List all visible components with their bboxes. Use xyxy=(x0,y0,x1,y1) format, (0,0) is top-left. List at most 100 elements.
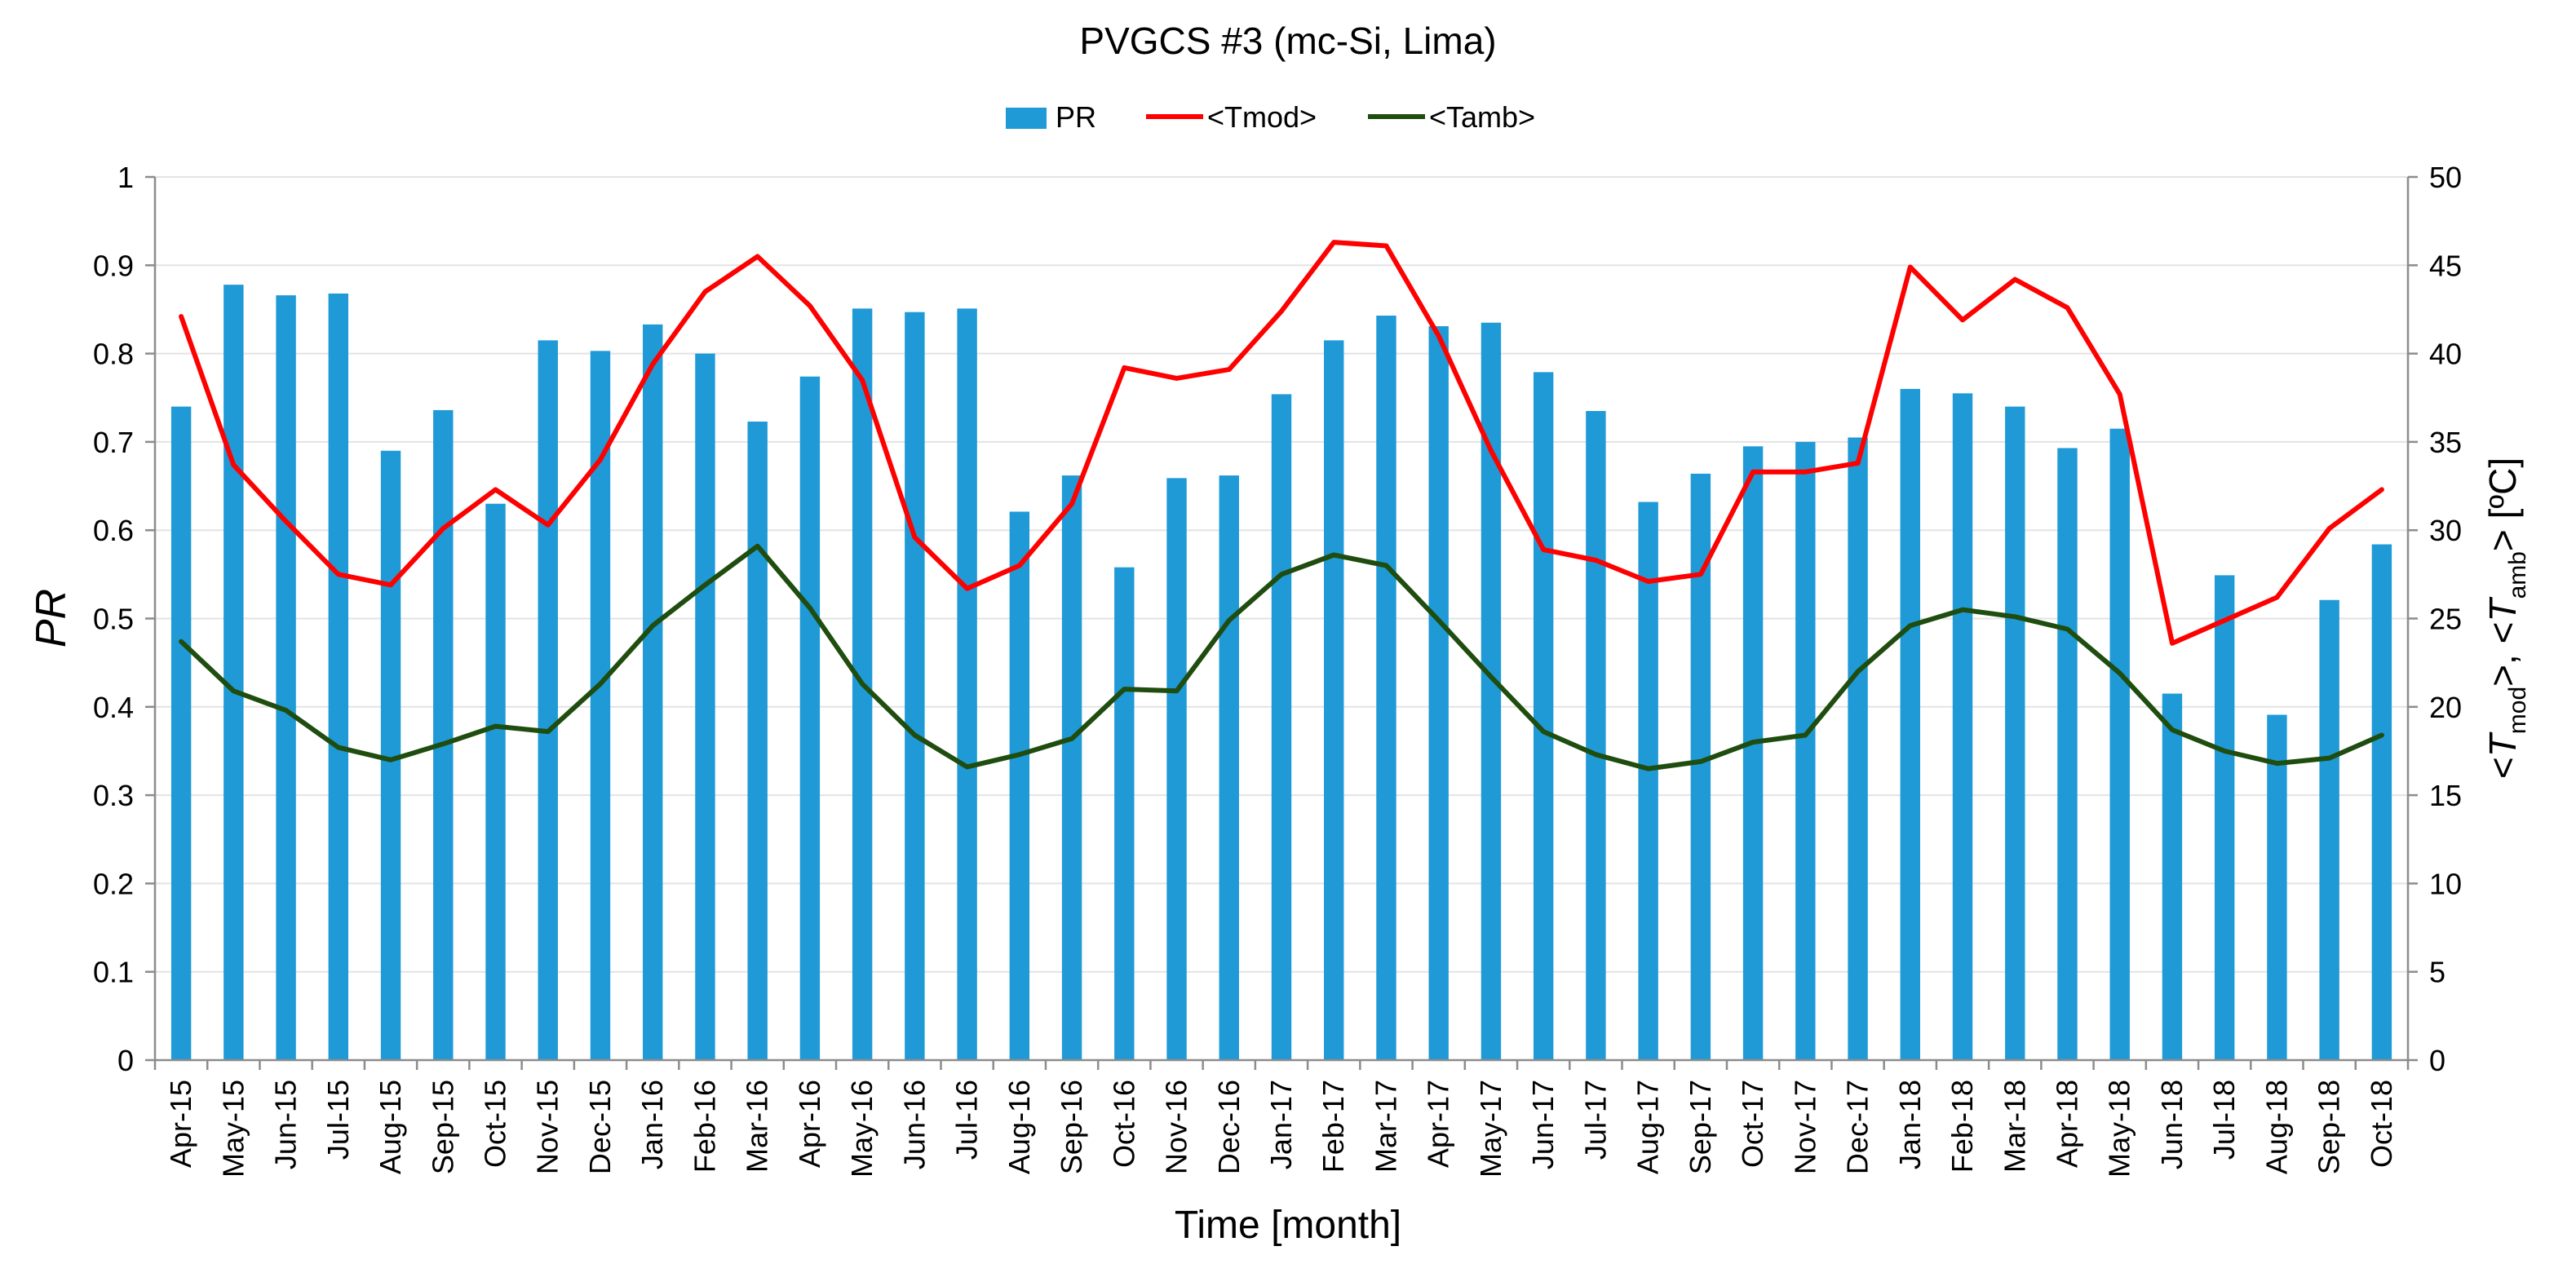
y-tick-label: 0.4 xyxy=(93,691,134,724)
x-tick-label: Aug-18 xyxy=(2260,1080,2293,1174)
x-tick-label: Sep-18 xyxy=(2313,1080,2346,1174)
y-axis-label: PR xyxy=(28,589,75,647)
x-tick-label: Jan-17 xyxy=(1264,1080,1298,1169)
legend-label-pr: PR xyxy=(1056,100,1096,134)
x-tick-label: Oct-18 xyxy=(2365,1080,2398,1168)
y2-label-part: > [ºC] xyxy=(2481,457,2524,551)
x-tick-label: Nov-15 xyxy=(531,1080,564,1174)
x-tick-label: Dec-16 xyxy=(1212,1080,1246,1174)
bar-pr xyxy=(1533,372,1554,1060)
bar-pr xyxy=(2319,599,2339,1060)
y2-label-part: mod xyxy=(2504,687,2531,734)
y2-tick-label: 30 xyxy=(2429,514,2462,547)
bar-pr xyxy=(1900,388,1920,1060)
bar-pr xyxy=(1586,410,1606,1060)
bar-pr xyxy=(1952,393,1973,1061)
bar-pr xyxy=(538,340,558,1061)
y-tick-label: 0.6 xyxy=(93,514,134,547)
y2-label-part: >, < xyxy=(2481,622,2524,687)
x-tick-label: Nov-17 xyxy=(1788,1080,1821,1174)
x-tick-label: Jul-18 xyxy=(2207,1080,2241,1160)
bar-pr xyxy=(1795,441,1816,1060)
y2-tick-label: 25 xyxy=(2429,603,2462,636)
x-tick-label: Jul-15 xyxy=(321,1080,355,1160)
bar-pr xyxy=(643,324,663,1061)
bar-pr xyxy=(695,353,715,1061)
x-tick-label: Dec-17 xyxy=(1841,1080,1874,1174)
x-tick-label: Jan-18 xyxy=(1893,1080,1927,1169)
bar-pr xyxy=(1376,316,1396,1060)
x-tick-label: Aug-16 xyxy=(1003,1080,1036,1174)
x-axis-label: Time [month] xyxy=(1175,1204,1401,1247)
y-tick-label: 0 xyxy=(117,1044,134,1077)
pr-bars xyxy=(170,285,2392,1061)
y-tick-label: 0.7 xyxy=(93,426,134,459)
bar-pr xyxy=(1114,567,1135,1060)
x-tick-label: Sep-15 xyxy=(426,1080,459,1174)
bar-pr xyxy=(2162,693,2183,1060)
bar-pr xyxy=(433,409,454,1060)
bar-pr xyxy=(170,406,192,1061)
y2-label-part: < xyxy=(2481,757,2524,779)
x-tick-label: Mar-18 xyxy=(1998,1080,2031,1173)
bar-pr xyxy=(1166,478,1187,1060)
x-tick-label: Apr-16 xyxy=(793,1080,826,1168)
bar-pr xyxy=(2371,544,2392,1060)
x-tick-label: Dec-15 xyxy=(583,1080,617,1174)
x-tick-label: Feb-17 xyxy=(1317,1080,1350,1173)
x-tick-label: Jun-16 xyxy=(897,1080,931,1169)
legend-label-tamb: <Tamb> xyxy=(1429,100,1535,134)
line-tamb xyxy=(179,543,2384,771)
left-axis-ticks: 0 0.1 0.2 0.3 0.4 0.5 0.6 0.7 0.8 0.9 1 xyxy=(93,161,155,1077)
bar-pr xyxy=(1742,446,1764,1060)
bar-pr xyxy=(224,285,244,1061)
bar-pr xyxy=(799,376,821,1060)
x-tick-label: Mar-17 xyxy=(1370,1080,1403,1173)
bar-pr xyxy=(747,421,768,1060)
chart-title: PVGCS #3 (mc-Si, Lima) xyxy=(1079,20,1496,62)
y-tick-label: 0.3 xyxy=(93,779,134,812)
x-tick-label: Jan-16 xyxy=(635,1080,669,1169)
bar-pr xyxy=(2267,714,2287,1060)
x-tick-label: Mar-16 xyxy=(741,1080,774,1173)
y2-label-part: T xyxy=(2481,731,2524,757)
y2-tick-label: 40 xyxy=(2429,338,2462,371)
bar-pr xyxy=(276,295,296,1060)
bar-pr xyxy=(2109,428,2130,1060)
x-tick-label: Sep-17 xyxy=(1684,1080,1717,1174)
bar-pr xyxy=(1324,340,1344,1061)
y2-tick-label: 50 xyxy=(2429,161,2462,194)
x-tick-label: Oct-15 xyxy=(479,1080,512,1168)
bar-pr xyxy=(2005,406,2025,1061)
x-tick-label: Apr-17 xyxy=(1422,1080,1455,1168)
y2-tick-label: 15 xyxy=(2429,779,2462,812)
y-tick-label: 0.9 xyxy=(93,249,134,282)
x-tick-label: May-15 xyxy=(216,1080,250,1178)
bar-pr xyxy=(957,308,977,1060)
x-tick-label: May-18 xyxy=(2103,1080,2136,1178)
line-tmod xyxy=(179,240,2384,646)
y2-tick-label: 45 xyxy=(2429,249,2462,282)
temperature-lines xyxy=(179,240,2384,771)
x-tick-label: Feb-18 xyxy=(1945,1080,1979,1173)
x-tick-label: Jun-18 xyxy=(2155,1080,2189,1169)
bar-pr xyxy=(485,503,506,1060)
y-tick-label: 1 xyxy=(117,161,134,194)
x-tick-label: Oct-17 xyxy=(1736,1080,1769,1168)
y2-label-part: amb xyxy=(2504,551,2531,599)
y-tick-label: 0.1 xyxy=(93,956,134,989)
bar-pr xyxy=(2214,575,2235,1060)
bar-pr xyxy=(1271,394,1292,1061)
right-axis-ticks: 0 5 10 15 20 25 30 35 40 45 50 xyxy=(2408,161,2462,1077)
y2-label-part: T xyxy=(2481,597,2524,622)
y2-tick-label: 0 xyxy=(2429,1044,2445,1077)
x-tick-label: Feb-16 xyxy=(688,1080,721,1173)
x-tick-label: Apr-15 xyxy=(164,1080,197,1168)
x-tick-label: Aug-15 xyxy=(374,1080,407,1174)
y2-axis-label: <Tmod>, <Tamb> [ºC] xyxy=(2481,457,2531,779)
x-tick-label: Sep-16 xyxy=(1055,1080,1088,1174)
x-tick-label: Jul-16 xyxy=(950,1080,984,1160)
legend: PR <Tmod> <Tamb> xyxy=(1006,100,1535,134)
bar-pr xyxy=(905,312,925,1061)
